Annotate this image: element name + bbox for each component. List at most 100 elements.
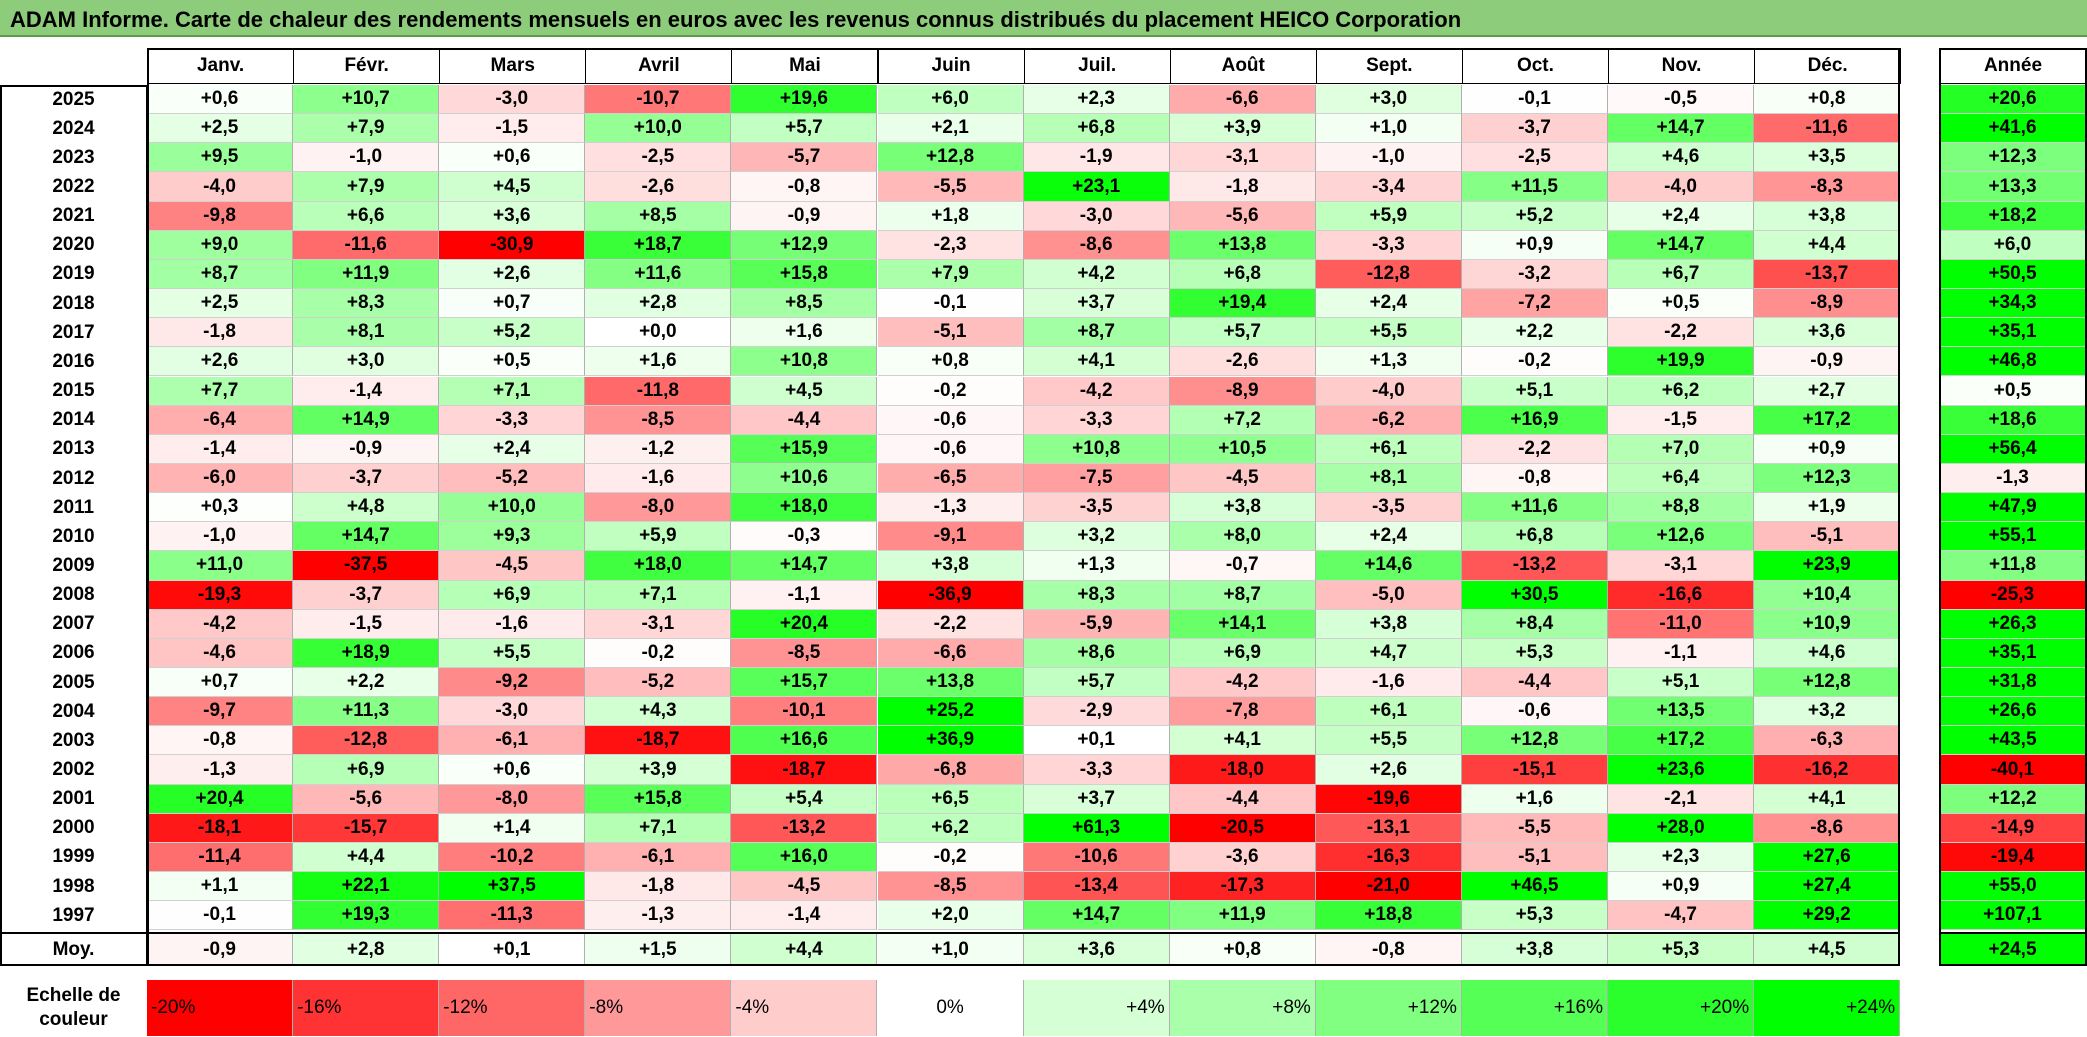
annual-cell: +31,8 [1939,668,2087,698]
year-label: 2012 [0,463,147,494]
heatmap-cell: -18,7 [731,755,878,785]
year-label: 2011 [0,493,147,523]
heatmap-cell: +4,3 [585,697,732,727]
heatmap-cell: -0,2 [877,376,1024,406]
average-cell: +1,5 [585,934,732,967]
heatmap-cell: -1,1 [1608,638,1755,668]
heatmap-cell: +5,9 [585,522,732,552]
heatmap-cell: +8,1 [1315,463,1462,494]
column-header: Oct. [1461,48,1609,84]
heatmap-cell: -2,9 [1023,697,1170,727]
heatmap-cell: -1,5 [439,114,586,144]
annual-cell: +56,4 [1939,434,2087,464]
annual-cell: -19,4 [1939,842,2087,873]
heatmap-cell: -8,5 [877,872,1024,902]
heatmap-cell: -0,2 [585,638,732,668]
heatmap-cell: +11,3 [293,697,440,727]
annual-cell: +12,3 [1939,143,2087,173]
heatmap-cell: -5,1 [1754,522,1901,552]
heatmap-cell: -0,6 [1461,697,1608,727]
heatmap-cell: -12,8 [293,726,440,756]
heatmap-cell: -30,9 [439,230,586,260]
annual-cell: +41,6 [1939,114,2087,144]
heatmap-cell: +1,8 [877,201,1024,231]
heatmap-cell: +7,2 [1169,405,1316,435]
heatmap-cell: +3,0 [1315,85,1462,115]
heatmap-cell: -0,9 [293,434,440,464]
heatmap-cell: -4,7 [1608,901,1755,931]
heatmap-cell: -2,5 [1461,143,1608,173]
heatmap-cell: +0,9 [1754,434,1901,464]
heatmap-cell: -4,5 [439,551,586,581]
heatmap-cell: -4,6 [147,638,294,668]
heatmap-cell: -3,1 [1608,551,1755,581]
heatmap-cell: -8,6 [1023,230,1170,260]
heatmap-cell: +6,2 [1608,376,1755,406]
heatmap-cell: +2,5 [147,114,294,144]
heatmap-cell: +3,8 [1169,493,1316,523]
heatmap-cell: -1,8 [585,872,732,902]
heatmap-cell: -1,9 [1023,143,1170,173]
heatmap-cell: +6,7 [1608,259,1755,290]
heatmap-cell: -13,2 [1461,551,1608,581]
heatmap-cell: +3,9 [1169,114,1316,144]
heatmap-cell: +6,8 [1169,259,1316,290]
heatmap-cell: +11,0 [147,551,294,581]
heatmap-cell: +3,7 [1023,289,1170,319]
heatmap-cell: -0,1 [1461,85,1608,115]
heatmap-cell: +8,4 [1461,609,1608,639]
heatmap-cell: +12,3 [1754,463,1901,494]
heatmap-cell: +2,6 [1315,755,1462,785]
heatmap-cell: +19,9 [1608,347,1755,377]
heatmap-cell: +4,2 [1023,259,1170,290]
year-label: 1999 [0,842,147,873]
heatmap-cell: +61,3 [1023,813,1170,843]
color-scale-label: Echelle de couleur [26,985,121,1030]
heatmap-cell: -2,6 [1169,347,1316,377]
heatmap-cell: -1,5 [1608,405,1755,435]
heatmap-cell: -6,0 [147,463,294,494]
heatmap-cell: -2,2 [877,609,1024,639]
heatmap-cell: +20,4 [147,784,294,814]
average-separator [1939,932,2087,935]
heatmap-cell: +7,7 [147,376,294,406]
heatmap-cell: -4,4 [731,405,878,435]
heatmap-cell: -11,3 [439,901,586,931]
heatmap-cell: -11,4 [147,842,294,873]
heatmap-cell: -8,3 [1754,172,1901,202]
heatmap-cell: -4,2 [1023,376,1170,406]
annual-cell: +12,2 [1939,784,2087,814]
heatmap-cell: +8,0 [1169,522,1316,552]
heatmap-cell: +0,1 [1023,726,1170,756]
heatmap-cell: +6,5 [877,784,1024,814]
heatmap-cell: +11,5 [1461,172,1608,202]
heatmap-cell: +13,8 [1169,230,1316,260]
heatmap-cell: +37,5 [439,872,586,902]
heatmap-cell: +1,1 [147,872,294,902]
heatmap-cell: -5,1 [877,318,1024,348]
heatmap-cell: +6,1 [1315,434,1462,464]
heatmap-cell: +5,2 [439,318,586,348]
heatmap-cell: +7,1 [585,813,732,843]
heatmap-cell: +46,5 [1461,872,1608,902]
color-scale-step: -4% [731,980,878,1036]
heatmap-cell: +2,7 [1754,376,1901,406]
heatmap-cell: +4,1 [1023,347,1170,377]
heatmap-cell: -3,3 [1023,405,1170,435]
year-label: 2020 [0,230,147,260]
year-label: 2005 [0,668,147,698]
column-header: Mars [439,48,587,84]
heatmap-cell: +14,9 [293,405,440,435]
heatmap-cell: +10,8 [1023,434,1170,464]
heatmap-cell: -8,9 [1169,376,1316,406]
heatmap-cell: -3,3 [1023,755,1170,785]
heatmap-cell: -6,5 [877,463,1024,494]
heatmap-cell: +8,7 [147,259,294,290]
heatmap-cell: +15,9 [731,434,878,464]
heatmap-cell: +29,2 [1754,901,1901,931]
heatmap-cell: +14,7 [293,522,440,552]
year-label: 2004 [0,697,147,727]
heatmap-cell: +23,1 [1023,172,1170,202]
year-label: 2025 [0,85,147,115]
column-header: Juil. [1023,48,1171,84]
